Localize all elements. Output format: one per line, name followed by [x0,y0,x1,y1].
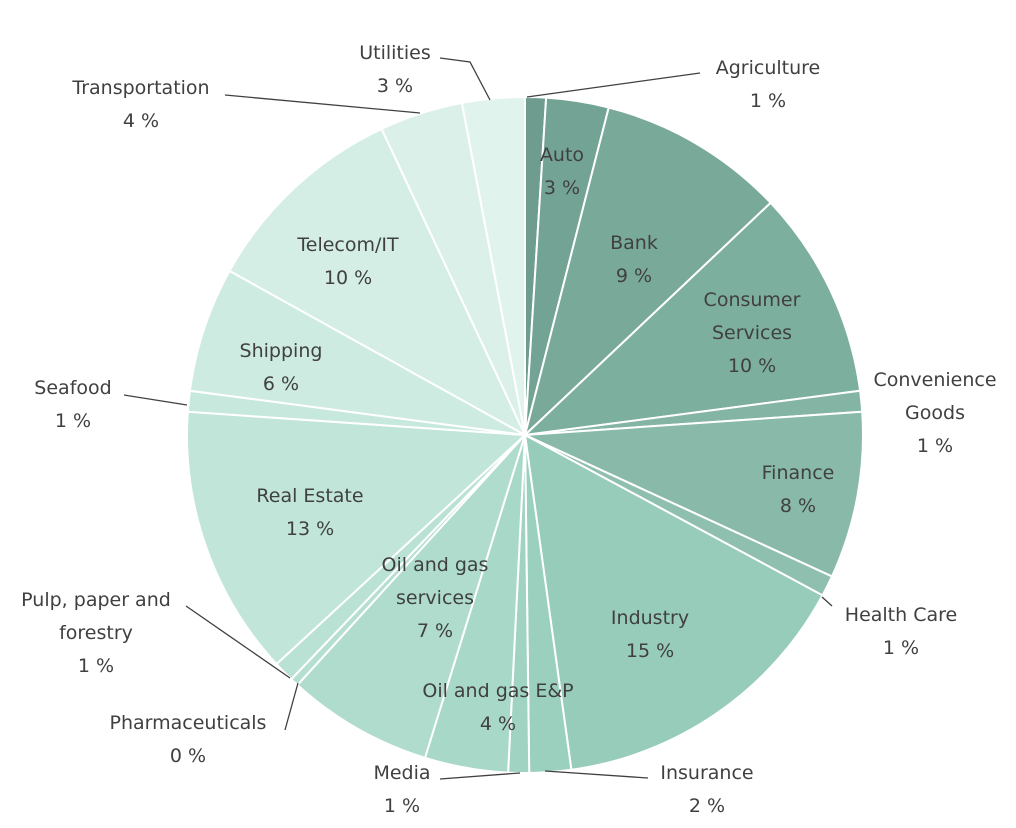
pie-slice [523,433,824,771]
category-name: Insurance [660,762,754,784]
slice-label: Auto 3 % [532,139,592,205]
category-name: Seafood [34,377,112,399]
value-label: 10 % [323,267,373,289]
value-label: 4 % [479,713,517,735]
pie-slice [524,410,864,578]
leader-line [526,72,701,98]
category-name: Telecom/IT [297,234,399,256]
slice-label: Oil and gas E&P 4 % [398,675,598,741]
slice-label: Health Care 1 % [826,599,976,665]
category-name: Auto [539,144,585,166]
slice-label: Telecom/IT 10 % [283,229,413,295]
value-label: 2 % [688,795,726,817]
value-label: 8 % [779,495,817,517]
value-label: 1 % [749,90,787,112]
pie-slice [522,201,862,437]
value-label: 4 % [122,110,160,132]
value-label: 1 % [882,637,920,659]
category-name: Shipping [239,340,323,362]
category-name: Pulp, paper and forestry [21,589,171,644]
slice-label: Pharmaceuticals 0 % [88,707,288,773]
pie-slice [186,410,528,666]
leader-line [439,57,491,101]
value-label: 0 % [169,745,207,767]
pie-slice [460,95,526,436]
slice-label: Convenience Goods 1 % [860,364,1010,463]
leader-line [544,770,649,779]
leader-line [439,772,521,780]
slice-label: Utilities 3 % [335,37,455,103]
category-name: Industry [610,607,690,629]
slice-label: Transportation 4 % [41,72,241,138]
slice-label: Real Estate 13 % [240,480,380,546]
leader-line [224,94,421,114]
category-name: Media [373,762,431,784]
leader-line [821,596,833,607]
slice-label: Shipping 6 % [226,335,336,401]
slice-label: Oil and gas services 7 % [370,549,500,648]
value-label: 6 % [262,373,300,395]
slice-label: Pulp, paper and forestry 1 % [14,584,179,683]
value-label: 10 % [727,355,777,377]
slice-label: Media 1 % [352,757,452,823]
value-label: 3 % [543,177,581,199]
slice-label: Bank 9 % [594,227,674,293]
pie-slice [523,106,773,439]
value-label: 9 % [615,265,653,287]
category-name: Oil and gas services [381,554,489,609]
category-name: Agriculture [715,57,821,79]
category-name: Bank [610,232,658,254]
leader-line [123,394,188,406]
leader-line [284,682,299,731]
value-label: 15 % [625,640,675,662]
value-label: 1 % [54,410,92,432]
category-name: Real Estate [256,485,364,507]
value-label: 3 % [376,75,414,97]
slice-label: Agriculture 1 % [693,52,843,118]
category-name: Pharmaceuticals [109,712,267,734]
value-label: 7 % [416,620,454,642]
value-label: 1 % [383,795,421,817]
pie-slice [228,127,528,438]
leader-line [185,605,291,679]
pie-slice [188,269,526,436]
category-name: Convenience Goods [873,369,997,424]
pie-slice [296,434,526,760]
category-name: Utilities [359,42,431,64]
category-name: Finance [761,462,835,484]
slice-label: Finance 8 % [748,457,848,523]
slice-label: Industry 15 % [590,602,710,668]
category-name: Health Care [844,604,958,626]
slice-label: Seafood 1 % [18,372,128,438]
slice-label: Insurance 2 % [647,757,767,823]
value-label: 13 % [285,518,335,540]
category-name: Oil and gas E&P [422,680,574,702]
category-name: Consumer Services [703,289,801,344]
category-name: Transportation [72,77,210,99]
value-label: 1 % [916,435,954,457]
value-label: 1 % [77,655,115,677]
slice-label: Consumer Services 10 % [687,284,817,383]
